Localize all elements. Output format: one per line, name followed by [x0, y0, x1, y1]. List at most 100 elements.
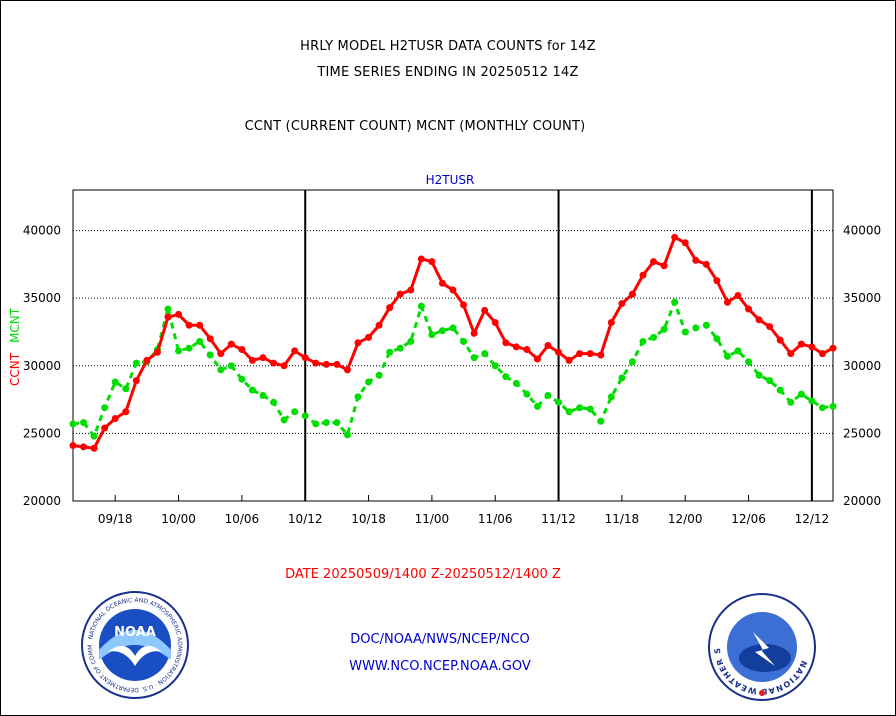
x-tick-label: 12/12 [795, 512, 830, 526]
ccnt-point [597, 351, 605, 359]
mcnt-point [122, 385, 130, 393]
ccnt-point [533, 355, 541, 363]
ccnt-point [280, 362, 288, 370]
ccnt-point [164, 313, 172, 321]
noaa-logo: NOAA NATIONAL OCEANIC AND ATMOSPHERIC AD… [80, 590, 189, 699]
mcnt-point [90, 432, 98, 440]
ccnt-point [386, 304, 394, 312]
mcnt-point [681, 328, 689, 336]
mcnt-point [702, 321, 710, 329]
y-tick-label-left: 30000 [23, 359, 61, 373]
x-tick-label: 12/00 [668, 512, 703, 526]
x-tick-label: 10/06 [225, 512, 260, 526]
ccnt-point [90, 444, 98, 452]
mcnt-point [491, 362, 499, 370]
ccnt-point [312, 359, 320, 367]
mcnt-point [533, 402, 541, 410]
mcnt-point [808, 397, 816, 405]
mcnt-point [206, 351, 214, 359]
website-link[interactable]: WWW.NCO.NCEP.NOAA.GOV [349, 659, 531, 674]
plot-title: H2TUSR [426, 173, 475, 187]
ccnt-point [776, 336, 784, 344]
ccnt-point [407, 286, 415, 294]
ccnt-point [639, 271, 647, 279]
mcnt-point [132, 359, 140, 367]
org-path-text: DOC/NOAA/NWS/NCEP/NCO [350, 632, 530, 647]
mcnt-point [618, 374, 626, 382]
mcnt-point [175, 347, 183, 355]
line-chart: 20000 20000 25000 25000 30000 30000 35000 35000… [8, 173, 881, 582]
x-tick-label: 11/18 [605, 512, 640, 526]
x-tick-label: 11/12 [541, 512, 576, 526]
ccnt-point [618, 300, 626, 308]
nws-logo: NATIONAL WEATHER SERVICE [707, 592, 816, 701]
mcnt-point [301, 412, 309, 420]
y-axis-label-mcnt: MCNT [8, 307, 22, 343]
ccnt-point [322, 360, 330, 368]
chart-title-line-1: HRLY MODEL H2TUSR DATA COUNTS for 14Z [300, 39, 596, 54]
chart-legend-description: CCNT (CURRENT COUNT) MCNT (MONTHLY COUNT… [244, 119, 586, 134]
ccnt-point [586, 350, 594, 358]
ccnt-point [248, 356, 256, 364]
x-tick-label: 11/06 [478, 512, 513, 526]
ccnt-point [111, 415, 119, 423]
mcnt-point [280, 416, 288, 424]
mcnt-point [396, 344, 404, 352]
ccnt-point [628, 290, 636, 298]
mcnt-point [565, 408, 573, 416]
mcnt-point [787, 398, 795, 406]
mcnt-point [671, 298, 679, 306]
y-axis-label: CCNT MCNT [8, 307, 22, 386]
ccnt-point [365, 333, 373, 341]
ccnt-point [723, 298, 731, 306]
mcnt-point [776, 386, 784, 394]
ccnt-point [470, 329, 478, 337]
mcnt-point [607, 393, 615, 401]
ccnt-point [153, 348, 161, 356]
mcnt-point [238, 375, 246, 383]
mcnt-point [185, 344, 193, 352]
ccnt-point [238, 346, 246, 354]
mcnt-point [354, 393, 362, 401]
ccnt-point [766, 323, 774, 331]
mcnt-point [69, 420, 77, 428]
y-axis-label-ccnt: CCNT [8, 352, 22, 386]
mcnt-point [723, 352, 731, 360]
x-axis-date-range: DATE 20250509/1400 Z-20250512/1400 Z [285, 567, 561, 582]
ccnt-point [481, 306, 489, 314]
mcnt-point [481, 350, 489, 358]
y-tick-label-right: 40000 [843, 224, 881, 238]
mcnt-point [291, 408, 299, 416]
mcnt-point [755, 371, 763, 379]
ccnt-point [69, 442, 77, 450]
mcnt-point [312, 420, 320, 428]
ccnt-point [660, 262, 668, 270]
ccnt-point [734, 291, 742, 299]
ccnt-point [797, 340, 805, 348]
ccnt-point [270, 359, 278, 367]
mcnt-point [523, 390, 531, 398]
ccnt-point [301, 354, 309, 362]
ccnt-point [428, 258, 436, 266]
ccnt-point [143, 356, 151, 364]
mcnt-point [586, 405, 594, 413]
ccnt-point [80, 443, 88, 451]
ccnt-point [745, 305, 753, 313]
mcnt-point [460, 337, 468, 345]
mcnt-point [555, 398, 563, 406]
x-tick-label: 09/18 [98, 512, 133, 526]
mcnt-point [692, 324, 700, 332]
ccnt-point [512, 343, 520, 351]
ccnt-point [101, 424, 109, 432]
ccnt-point [132, 377, 140, 385]
ccnt-point [565, 356, 573, 364]
ccnt-point [333, 360, 341, 368]
mcnt-point [829, 402, 837, 410]
y-tick-label-right: 35000 [843, 291, 881, 305]
mcnt-point [438, 327, 446, 335]
mcnt-point [470, 354, 478, 362]
mcnt-point [343, 431, 351, 439]
mcnt-point [713, 335, 721, 343]
ccnt-point [692, 256, 700, 264]
mcnt-point [597, 417, 605, 425]
